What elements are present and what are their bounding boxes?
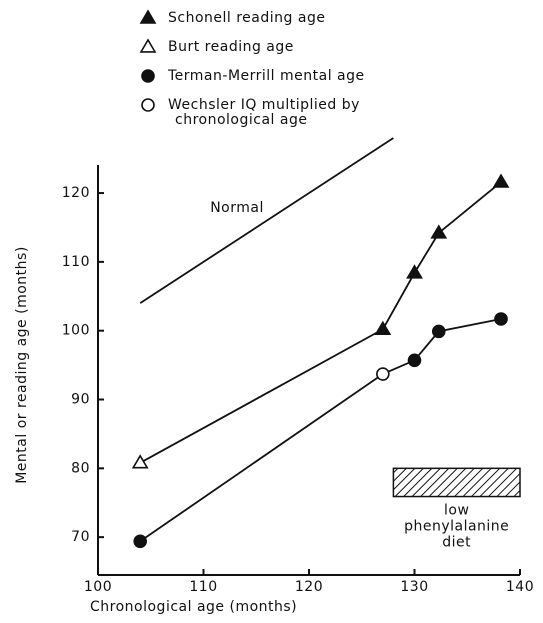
y-tick-label: 70 bbox=[71, 529, 90, 545]
series-line bbox=[139, 181, 502, 464]
legend-label: Schonell reading age bbox=[168, 10, 325, 26]
legend-label: Terman-Merrill mental age bbox=[167, 68, 365, 84]
y-tick-label: 120 bbox=[62, 185, 90, 201]
x-tick-label: 130 bbox=[400, 579, 428, 595]
x-tick-label: 120 bbox=[295, 579, 323, 595]
legend-marker bbox=[139, 9, 157, 24]
diet-period bbox=[392, 467, 521, 498]
marker bbox=[133, 534, 147, 549]
x-tick-label: 110 bbox=[189, 579, 217, 595]
y-tick-label: 80 bbox=[71, 460, 90, 476]
marker bbox=[131, 454, 149, 469]
x-axis-title: Chronological age (months) bbox=[90, 599, 297, 615]
diet-label: phenylalanine bbox=[404, 519, 509, 535]
marker bbox=[376, 367, 390, 381]
y-tick-label: 90 bbox=[71, 392, 90, 408]
legend-label: Wechsler IQ multiplied by bbox=[168, 97, 360, 113]
marker bbox=[492, 173, 510, 188]
legend-marker bbox=[139, 38, 157, 53]
marker bbox=[406, 264, 423, 279]
legend-marker bbox=[141, 98, 155, 112]
series-label: Normal bbox=[210, 200, 264, 216]
marker bbox=[494, 312, 508, 326]
y-tick-label: 100 bbox=[62, 323, 90, 339]
marker bbox=[407, 353, 422, 368]
diet-label: diet bbox=[442, 535, 471, 551]
x-tick-label: 100 bbox=[84, 579, 112, 595]
marker bbox=[431, 324, 446, 339]
marker bbox=[374, 320, 392, 336]
legend-label: Burt reading age bbox=[168, 39, 294, 55]
series-line bbox=[139, 137, 394, 304]
x-tick-label: 140 bbox=[506, 579, 534, 595]
diet-label: low bbox=[444, 503, 469, 519]
y-tick-label: 110 bbox=[62, 254, 90, 270]
legend-label: chronological age bbox=[175, 112, 307, 128]
marker bbox=[430, 224, 448, 239]
legend-marker bbox=[141, 69, 155, 83]
y-axis-title: Mental or reading age (months) bbox=[14, 246, 30, 484]
